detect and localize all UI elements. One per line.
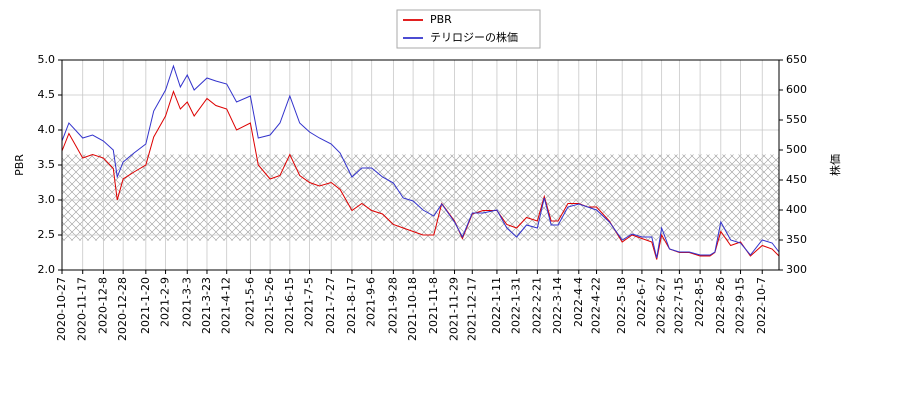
x-tick-label: 2020-11-17	[76, 277, 89, 341]
y2-tick-label: 450	[786, 173, 807, 186]
x-tick-label: 2022-1-11	[490, 277, 503, 334]
x-tick-label: 2021-2-9	[159, 277, 172, 327]
x-tick-label: 2022-4-4	[572, 277, 585, 327]
x-tick-label: 2021-9-28	[386, 277, 399, 334]
x-tick-label: 2021-10-18	[406, 277, 419, 341]
x-tick-label: 2021-5-6	[243, 277, 256, 327]
y-tick-label: 3.5	[38, 158, 56, 171]
x-tick-label: 2021-7-5	[303, 277, 316, 327]
x-tick-label: 2022-4-22	[590, 277, 603, 334]
x-tick-label: 2022-1-31	[510, 277, 523, 334]
y2-tick-label: 650	[786, 53, 807, 66]
x-tick-label: 2021-8-17	[345, 277, 358, 334]
y-tick-label: 3.0	[38, 193, 56, 206]
y2-tick-label: 300	[786, 263, 807, 276]
x-tick-label: 2021-12-17	[465, 277, 478, 341]
plot-frame	[61, 59, 780, 271]
x-tick-label: 2022-5-18	[615, 277, 628, 334]
y-tick-label: 4.5	[38, 88, 56, 101]
x-tick-label: 2021-7-27	[324, 277, 337, 334]
x-tick-label: 2021-11-29	[448, 277, 461, 341]
x-tick-label: 2022-8-26	[714, 277, 727, 334]
x-tick-label: 2022-7-15	[672, 277, 685, 334]
x-tick-label: 2021-3-3	[180, 277, 193, 327]
legend: PBR テリロジーの株価	[396, 9, 541, 49]
legend-box	[396, 9, 541, 49]
y-tick-label: 2.0	[38, 263, 56, 276]
x-tick-label: 2022-3-14	[551, 277, 564, 334]
x-tick-label: 2020-10-27	[55, 277, 68, 341]
y-tick-label: 2.5	[38, 228, 56, 241]
x-tick-label: 2020-12-28	[116, 277, 129, 341]
x-tick-label: 2021-9-6	[365, 277, 378, 327]
x-tick-label: 2022-8-5	[693, 277, 706, 327]
x-tick-label: 2021-5-26	[263, 277, 276, 334]
y2-tick-label: 550	[786, 113, 807, 126]
x-tick-label: 2022-6-27	[655, 277, 668, 334]
series-line	[61, 64, 780, 259]
legend-label: テリロジーの株価	[430, 30, 518, 44]
y2-axis-label: 株価	[828, 154, 842, 176]
y2-tick-label: 500	[786, 143, 807, 156]
x-tick-label: 2021-1-20	[139, 277, 152, 334]
x-tick-label: 2021-11-8	[427, 277, 440, 334]
x-tick-label: 2022-6-7	[635, 277, 648, 327]
y2-tick-label: 350	[786, 233, 807, 246]
x-tick-label: 2022-9-15	[734, 277, 747, 334]
x-tick-label: 2022-10-7	[755, 277, 768, 334]
x-tick-label: 2022-2-21	[530, 277, 543, 334]
y-tick-label: 5.0	[38, 53, 56, 66]
hatched-band	[62, 154, 779, 241]
legend-label: PBR	[430, 13, 452, 26]
series-line	[61, 90, 780, 260]
x-tick-label: 2020-12-8	[96, 277, 109, 334]
y-axis-label: PBR	[13, 154, 26, 176]
x-tick-label: 2021-4-12	[220, 277, 233, 334]
x-tick-label: 2021-6-15	[283, 277, 296, 334]
y-tick-label: 4.0	[38, 123, 56, 136]
x-tick-label: 2021-3-23	[200, 277, 213, 334]
y2-tick-label: 400	[786, 203, 807, 216]
y2-tick-label: 600	[786, 83, 807, 96]
